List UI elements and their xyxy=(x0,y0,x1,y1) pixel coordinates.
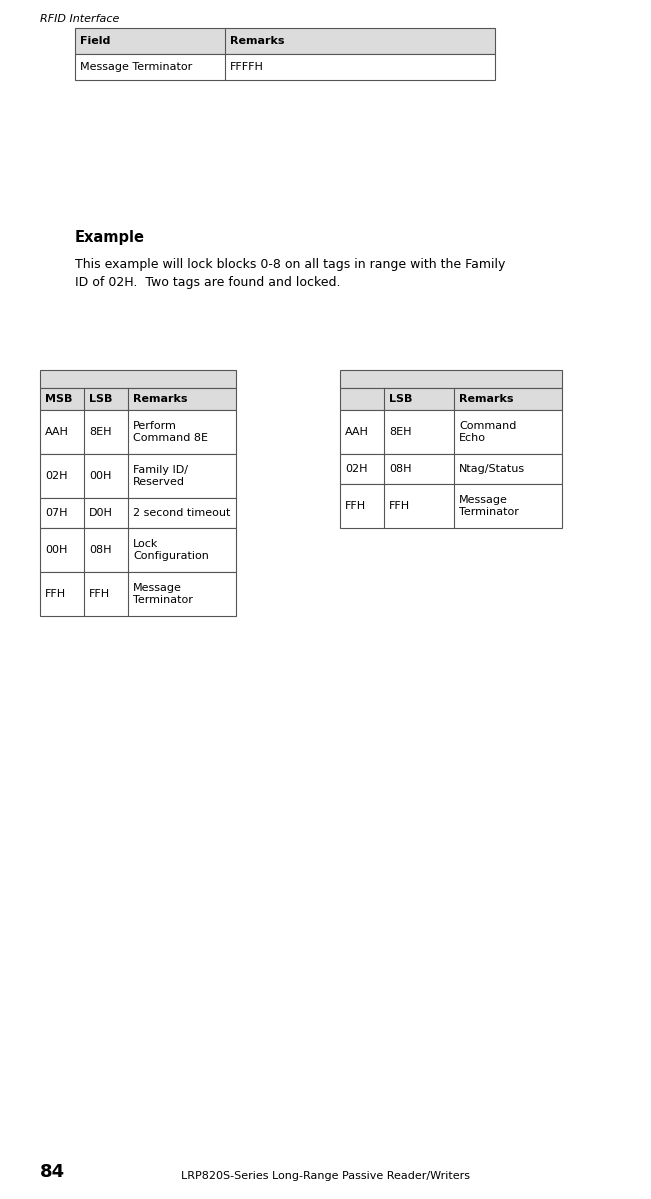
Bar xyxy=(40,410,236,454)
Text: 8EH: 8EH xyxy=(389,427,411,436)
Text: Remarks: Remarks xyxy=(133,394,187,404)
Text: FFH: FFH xyxy=(345,501,366,511)
Text: This example will lock blocks 0-8 on all tags in range with the Family
ID of 02H: This example will lock blocks 0-8 on all… xyxy=(75,258,505,289)
Text: Example: Example xyxy=(75,230,145,245)
Text: FFH: FFH xyxy=(89,589,110,600)
Text: LSB: LSB xyxy=(389,394,412,404)
Bar xyxy=(40,370,236,388)
Text: Message
Terminator: Message Terminator xyxy=(133,583,193,605)
Bar xyxy=(40,528,236,572)
Text: AAH: AAH xyxy=(45,427,69,436)
Bar xyxy=(40,388,236,410)
Text: Family ID/
Reserved: Family ID/ Reserved xyxy=(133,465,188,487)
Text: AAH: AAH xyxy=(345,427,369,436)
Bar xyxy=(40,498,236,528)
Bar xyxy=(340,388,562,410)
Text: 07H: 07H xyxy=(45,508,68,518)
Text: MSB: MSB xyxy=(45,394,72,404)
Text: LSB: LSB xyxy=(89,394,113,404)
Text: FFH: FFH xyxy=(389,501,410,511)
Bar xyxy=(75,54,495,80)
Text: Ntag/Status: Ntag/Status xyxy=(459,464,525,474)
Text: 00H: 00H xyxy=(45,546,67,555)
Text: LRP820S-Series Long-Range Passive Reader/Writers: LRP820S-Series Long-Range Passive Reader… xyxy=(181,1171,470,1181)
Text: 2 second timeout: 2 second timeout xyxy=(133,508,230,518)
Text: 84: 84 xyxy=(40,1163,65,1181)
Text: RFID Interface: RFID Interface xyxy=(40,14,119,24)
Text: Remarks: Remarks xyxy=(459,394,514,404)
Text: 08H: 08H xyxy=(389,464,411,474)
Text: Message
Terminator: Message Terminator xyxy=(459,495,519,517)
Text: 00H: 00H xyxy=(89,471,111,481)
Text: FFFFH: FFFFH xyxy=(230,62,264,72)
Text: 08H: 08H xyxy=(89,546,111,555)
Text: 02H: 02H xyxy=(345,464,368,474)
Bar xyxy=(340,410,562,454)
Text: D0H: D0H xyxy=(89,508,113,518)
Text: FFH: FFH xyxy=(45,589,66,600)
Bar xyxy=(340,370,562,388)
Text: 02H: 02H xyxy=(45,471,68,481)
Bar xyxy=(340,454,562,484)
Bar xyxy=(40,454,236,498)
Bar xyxy=(340,484,562,528)
Text: Remarks: Remarks xyxy=(230,36,284,46)
Text: Perform
Command 8E: Perform Command 8E xyxy=(133,421,208,444)
Text: Lock
Configuration: Lock Configuration xyxy=(133,538,209,561)
Bar xyxy=(75,28,495,54)
Text: Command
Echo: Command Echo xyxy=(459,421,516,444)
Bar xyxy=(40,572,236,616)
Text: Message Terminator: Message Terminator xyxy=(80,62,192,72)
Text: 8EH: 8EH xyxy=(89,427,111,436)
Text: Field: Field xyxy=(80,36,111,46)
